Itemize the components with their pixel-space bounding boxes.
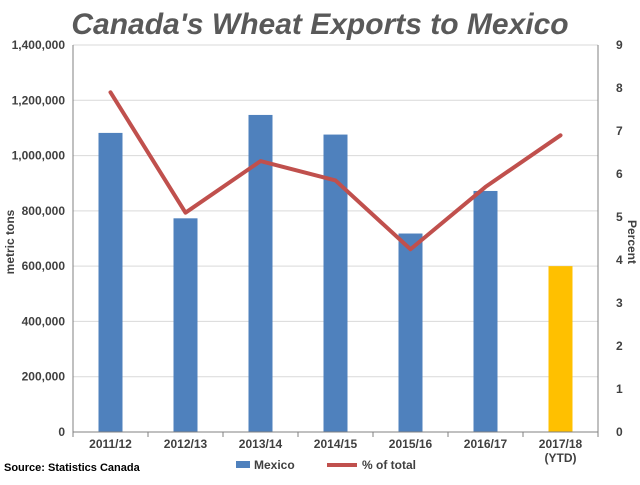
pct-point <box>485 186 486 188</box>
x-tick-label: 2016/17 <box>464 437 508 451</box>
legend: Mexico % of total <box>236 458 416 472</box>
right-tick-labels: 0 1 2 3 4 5 6 7 8 9 <box>616 38 623 439</box>
pct-point <box>110 91 111 93</box>
bar-2017-18 <box>548 266 573 432</box>
bar-2014-15 <box>323 134 348 432</box>
pct-point <box>185 212 186 214</box>
source-note: Source: Statistics Canada <box>4 462 141 474</box>
y-tick-label: 1,400,000 <box>12 38 66 52</box>
pct-point <box>410 248 411 250</box>
legend-label-mexico: Mexico <box>254 458 295 472</box>
x-tick-label: 2011/12 <box>89 437 132 451</box>
y2-tick-label: 4 <box>616 253 623 267</box>
chart-title: Canada's Wheat Exports to Mexico <box>71 8 568 41</box>
x-tick-label: 2013/14 <box>239 437 283 451</box>
y2-tick-label: 0 <box>616 425 623 439</box>
legend-swatch-mexico <box>236 461 250 468</box>
x-tick-label: 2015/16 <box>389 437 433 451</box>
y-tick-label: 800,000 <box>22 204 66 218</box>
bar-2016-17 <box>473 190 498 432</box>
x-tick-sublabel: (YTD) <box>545 451 577 465</box>
y2-tick-label: 6 <box>616 167 623 181</box>
x-tick-labels: 2011/12 2012/13 2013/14 2014/15 2015/16 2016/… <box>89 437 582 465</box>
legend-label-pct: % of total <box>362 458 416 472</box>
y2-tick-label: 3 <box>616 296 623 310</box>
bar-series <box>98 114 573 432</box>
x-tick-label: 2014/15 <box>314 437 358 451</box>
y-tick-label: 1,200,000 <box>12 93 66 107</box>
y2-tick-label: 9 <box>616 38 623 52</box>
y2-axis-title: Percent <box>625 220 639 264</box>
y2-tick-label: 1 <box>616 382 623 396</box>
y2-tick-label: 5 <box>616 210 623 224</box>
bar-2015-16 <box>398 233 423 432</box>
y-tick-label: 400,000 <box>22 314 66 328</box>
x-tick-label: 2012/13 <box>164 437 208 451</box>
y2-tick-label: 2 <box>616 339 623 353</box>
pct-point <box>560 134 561 136</box>
line-series <box>108 90 563 252</box>
y2-tick-label: 7 <box>616 124 623 138</box>
left-tick-labels: 0 200,000 400,000 600,000 800,000 1,000,000 1,… <box>12 38 66 439</box>
y-tick-label: 600,000 <box>22 259 66 273</box>
pct-point <box>335 179 336 181</box>
bar-2012-13 <box>173 218 198 432</box>
y-axis-title: metric tons <box>3 209 17 274</box>
pct-point <box>260 160 261 162</box>
y-tick-label: 0 <box>58 425 65 439</box>
y2-tick-label: 8 <box>616 81 623 95</box>
x-tick-label: 2017/18 <box>539 437 583 451</box>
bar-2011-12 <box>98 132 123 432</box>
y-tick-label: 200,000 <box>22 370 66 384</box>
y-tick-label: 1,000,000 <box>12 149 66 163</box>
axes <box>72 45 599 437</box>
